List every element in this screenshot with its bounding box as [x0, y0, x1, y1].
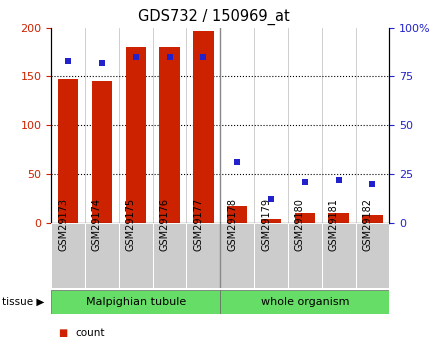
Point [267, 196, 275, 202]
Bar [227, 206, 247, 223]
Point [301, 179, 308, 184]
Text: GSM29180: GSM29180 [295, 198, 305, 251]
Bar [119, 223, 153, 288]
Bar [125, 47, 146, 223]
Bar [159, 47, 180, 223]
Bar [362, 215, 383, 223]
Bar [51, 223, 85, 288]
Bar [85, 223, 119, 288]
Bar [92, 81, 112, 223]
Bar [295, 213, 315, 223]
Text: tissue ▶: tissue ▶ [2, 297, 44, 307]
Bar [193, 30, 214, 223]
Text: count: count [76, 328, 105, 338]
Bar [322, 223, 356, 288]
Bar [220, 290, 389, 314]
Bar [153, 223, 186, 288]
Text: whole organism: whole organism [261, 297, 349, 307]
Text: GSM29176: GSM29176 [160, 198, 170, 251]
Text: GDS732 / 150969_at: GDS732 / 150969_at [138, 9, 290, 25]
Text: GSM29179: GSM29179 [261, 198, 271, 251]
Text: Malpighian tubule: Malpighian tubule [85, 297, 186, 307]
Text: ■: ■ [58, 328, 67, 338]
Text: GSM29174: GSM29174 [92, 198, 102, 251]
Point [132, 54, 139, 60]
Bar [186, 223, 220, 288]
Text: GSM29173: GSM29173 [58, 198, 68, 251]
Text: GSM29181: GSM29181 [329, 198, 339, 251]
Text: GSM29177: GSM29177 [194, 198, 203, 251]
Point [98, 60, 105, 66]
Bar [51, 290, 220, 314]
Text: GSM29175: GSM29175 [126, 198, 136, 251]
Point [369, 181, 376, 186]
Point [200, 54, 207, 60]
Text: GSM29182: GSM29182 [363, 198, 372, 251]
Bar [288, 223, 322, 288]
Point [65, 58, 72, 63]
Bar [254, 223, 288, 288]
Point [234, 159, 241, 165]
Point [166, 54, 173, 60]
Bar [328, 213, 349, 223]
Text: GSM29178: GSM29178 [227, 198, 237, 251]
Bar [356, 223, 389, 288]
Bar [261, 219, 281, 223]
Bar [58, 79, 78, 223]
Point [335, 177, 342, 183]
Bar [220, 223, 254, 288]
